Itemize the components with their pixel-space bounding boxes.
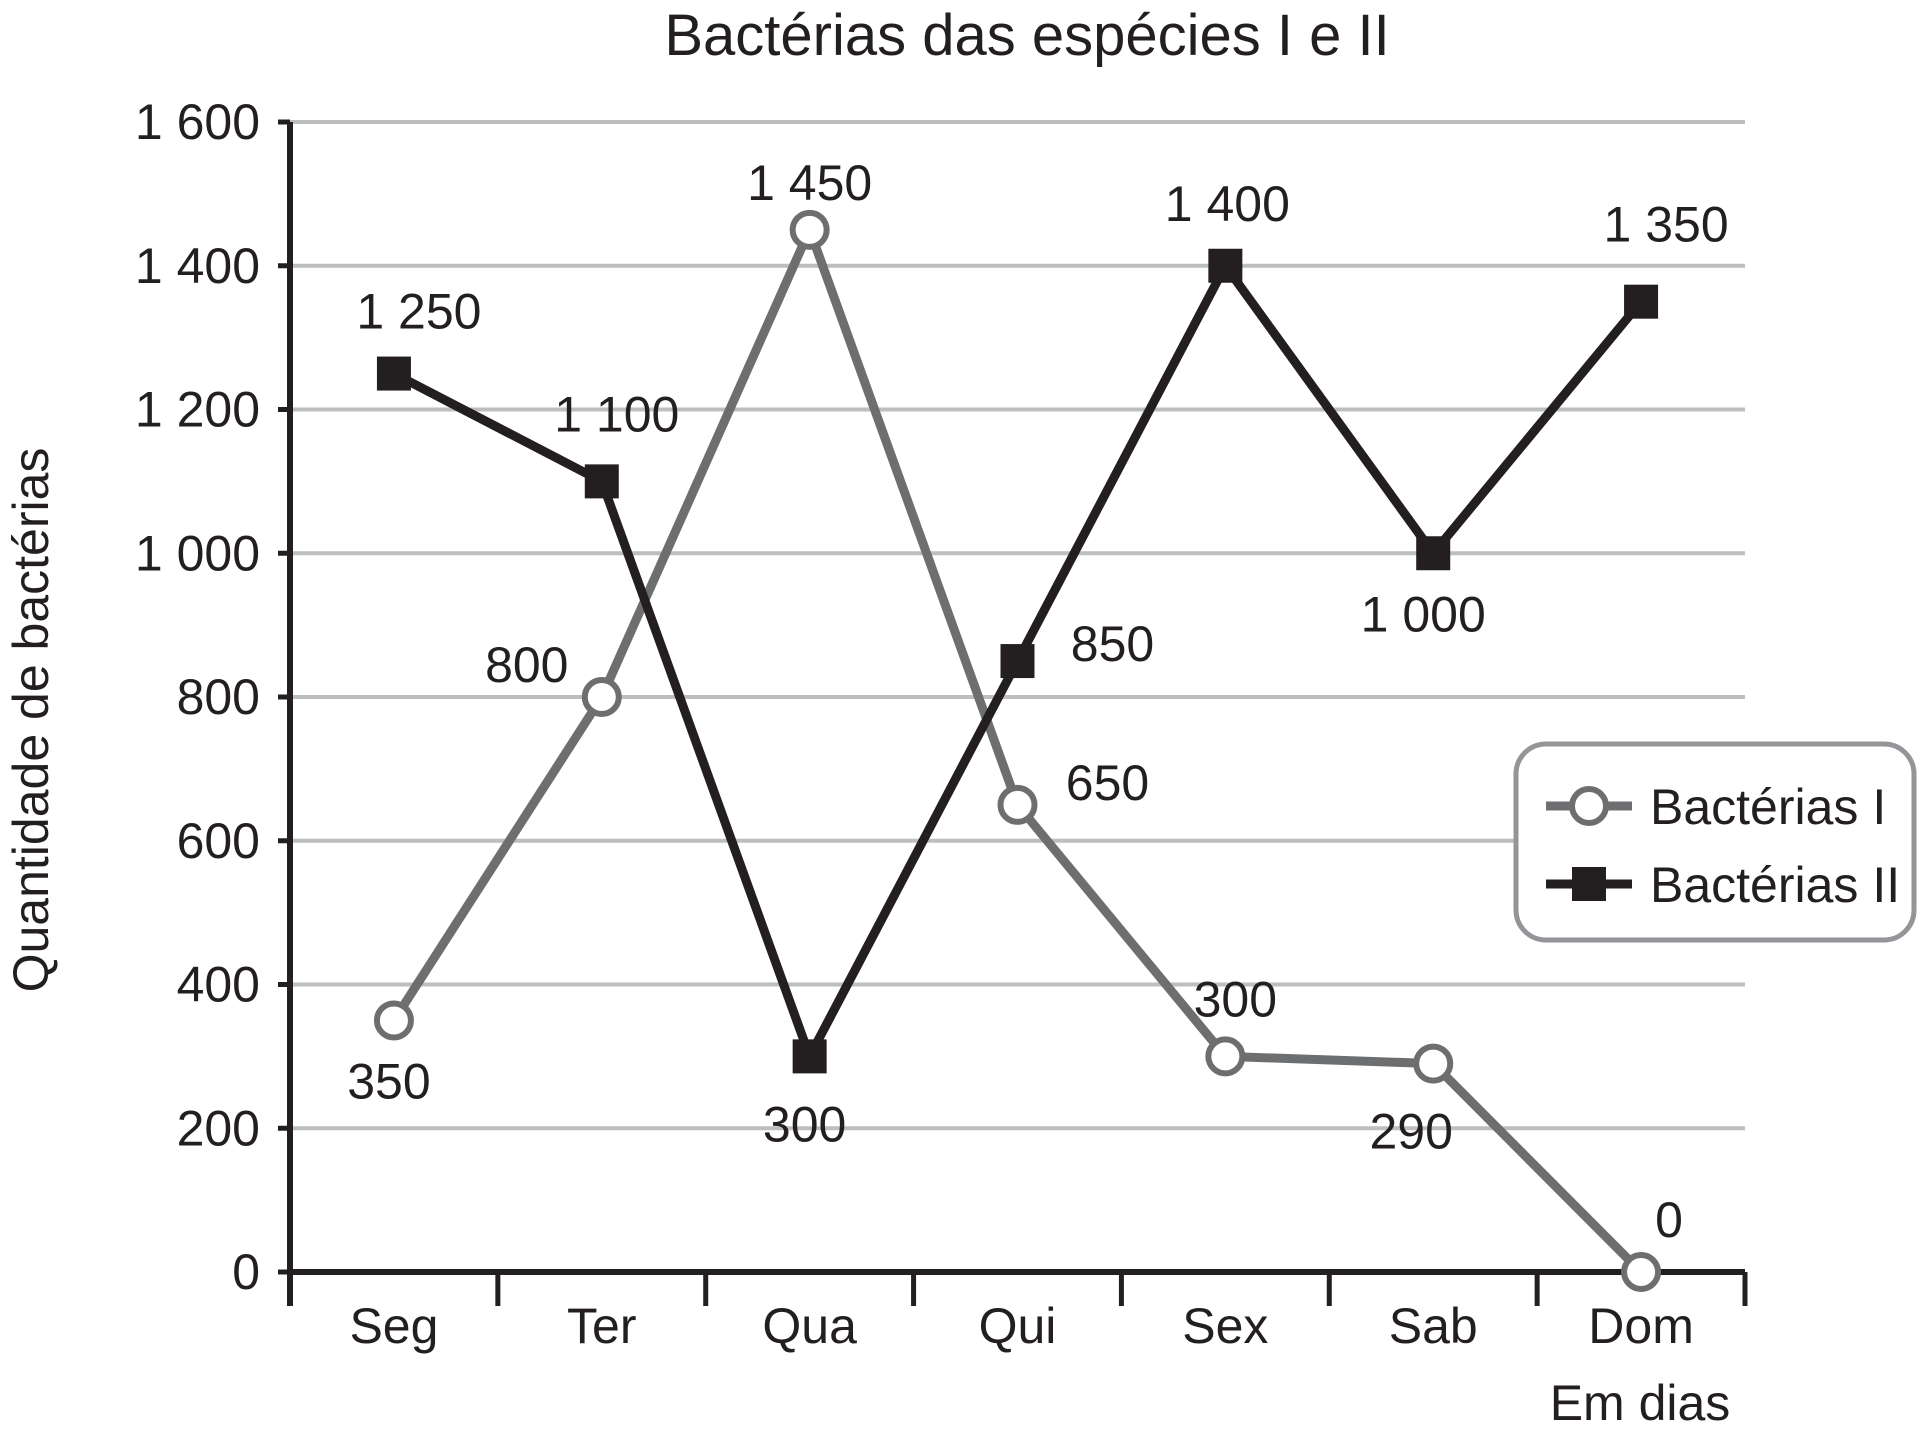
data-label-bacterias-ii-sab: 1 000 — [1361, 586, 1486, 642]
data-point-bacterias-ii-qua — [792, 1039, 827, 1074]
y-tick-label: 1 000 — [135, 525, 260, 581]
legend-label-bacterias-ii: Bactérias II — [1650, 857, 1900, 913]
y-axis-title: Quantidade de bactérias — [3, 448, 59, 993]
data-point-bacterias-i-sab — [1413, 1043, 1454, 1084]
x-tick-label-seg: Seg — [349, 1298, 438, 1354]
data-point-bacterias-i-qua — [789, 209, 830, 250]
x-tick-label-sab: Sab — [1389, 1298, 1478, 1354]
data-point-bacterias-ii-sex — [1208, 248, 1243, 283]
data-point-bacterias-ii-sab — [1416, 536, 1451, 571]
y-tick-label: 1 600 — [135, 94, 260, 150]
data-point-bacterias-i-qui — [997, 784, 1038, 825]
data-label-bacterias-i-qui: 650 — [1066, 755, 1149, 811]
grid-layer — [290, 120, 1745, 1131]
y-tick-label: 400 — [177, 957, 260, 1013]
y-tick-label: 1 400 — [135, 238, 260, 294]
legend: Bactérias I Bactérias II — [1513, 741, 1917, 943]
data-label-bacterias-i-sex: 300 — [1194, 971, 1277, 1027]
y-tick-label: 600 — [177, 813, 260, 869]
axes: 0 200 400 600 800 1 000 1 200 1 400 1 600 Seg Ter Q… — [135, 94, 1748, 1354]
legend-box — [1513, 741, 1917, 943]
x-tick-label-ter: Ter — [567, 1298, 636, 1354]
data-label-bacterias-i-seg: 350 — [347, 1053, 430, 1109]
y-tick-label: 200 — [177, 1100, 260, 1156]
data-label-bacterias-ii-qua: 300 — [763, 1096, 846, 1152]
data-label-bacterias-ii-sex: 1 400 — [1165, 176, 1290, 232]
x-tick-label-dom: Dom — [1588, 1298, 1694, 1354]
y-tick-label: 0 — [232, 1244, 260, 1300]
legend-marker-bacterias-i — [1569, 786, 1609, 826]
series-layer — [373, 209, 1662, 1292]
data-label-bacterias-ii-dom: 1 350 — [1604, 197, 1729, 253]
legend-marker-bacterias-ii — [1572, 867, 1606, 901]
data-label-bacterias-i-sab: 290 — [1369, 1104, 1452, 1160]
data-point-bacterias-ii-ter — [584, 464, 619, 499]
data-point-bacterias-i-ter — [581, 677, 622, 717]
x-tick-label-qua: Qua — [762, 1298, 857, 1354]
chart-title: Bactérias das espécies I e II — [664, 3, 1389, 68]
x-axis-title: Em dias — [1550, 1375, 1731, 1431]
y-tick-label: 1 200 — [135, 382, 260, 438]
legend-label-bacterias-i: Bactérias I — [1650, 779, 1886, 835]
data-point-bacterias-i-seg — [373, 1000, 414, 1041]
data-label-bacterias-i-ter: 800 — [485, 637, 568, 693]
x-tick-label-sex: Sex — [1182, 1298, 1268, 1354]
data-labels: 350 800 1 450 650 300 290 0 1 250 1 100 300 850 1 4… — [347, 155, 1728, 1248]
data-point-bacterias-ii-qui — [1000, 644, 1035, 679]
data-label-bacterias-i-dom: 0 — [1655, 1192, 1683, 1248]
data-point-bacterias-ii-seg — [376, 356, 411, 391]
x-tick-label-qui: Qui — [979, 1298, 1057, 1354]
data-label-bacterias-ii-ter: 1 100 — [554, 386, 679, 442]
data-label-bacterias-i-qua: 1 450 — [747, 155, 872, 211]
data-point-bacterias-i-sex — [1205, 1036, 1246, 1077]
data-point-bacterias-i-dom — [1621, 1252, 1662, 1292]
data-point-bacterias-ii-dom — [1624, 284, 1659, 319]
data-label-bacterias-ii-qui: 850 — [1071, 616, 1154, 672]
data-label-bacterias-ii-seg: 1 250 — [356, 284, 481, 340]
y-tick-label: 800 — [177, 669, 260, 725]
